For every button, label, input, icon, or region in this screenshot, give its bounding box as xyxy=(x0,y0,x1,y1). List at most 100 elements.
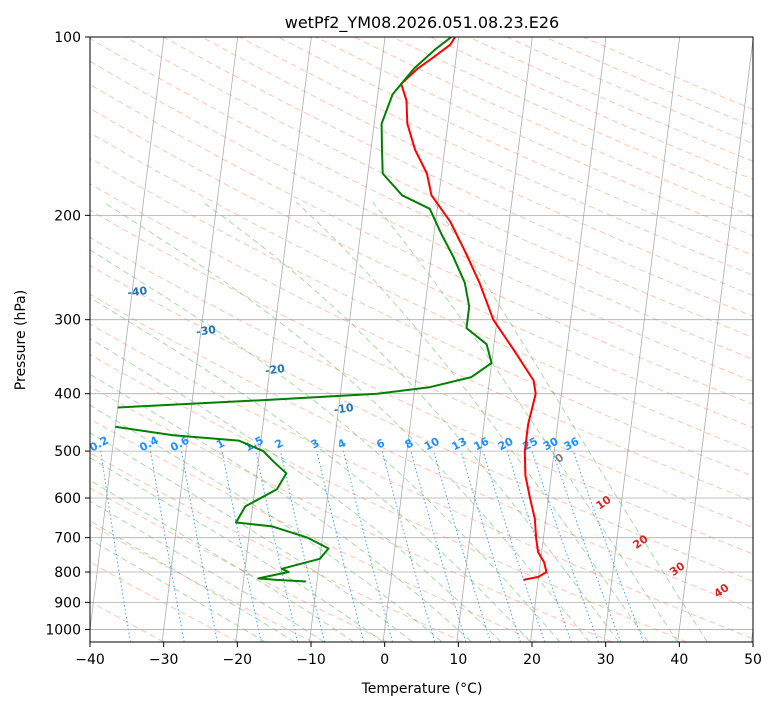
moist-adiabat-line xyxy=(90,404,443,642)
mixing-ratio-line xyxy=(410,450,467,642)
isotherm-label: -40 xyxy=(127,284,149,299)
mixing-ratio-label: 10 xyxy=(422,435,442,454)
isotherm-line xyxy=(235,37,312,642)
moist-adiabat-line xyxy=(90,457,384,642)
mixing-ratio-label: 25 xyxy=(520,435,540,454)
mixing-ratio-label: 4 xyxy=(335,436,348,451)
profile-line-0 xyxy=(400,37,548,581)
mixing-ratio-label: 20 xyxy=(496,435,516,454)
dry-adiabat-line xyxy=(90,84,753,405)
x-tick-label: −30 xyxy=(149,652,179,668)
y-axis: 1000 900 800 700 600 500 400 300 200 100 xyxy=(45,30,90,638)
mixing-ratio-line xyxy=(572,450,645,642)
profile-line-1 xyxy=(115,425,330,583)
x-tick-label: −10 xyxy=(296,652,326,668)
dry-adiabat-line xyxy=(277,37,753,256)
dry-adiabat-line xyxy=(90,354,687,642)
mixing-ratio-line xyxy=(280,450,325,642)
mixing-ratio-line xyxy=(531,450,599,642)
dry-adiabat-line xyxy=(90,38,753,360)
dry-adiabat-line xyxy=(90,60,753,383)
mixing-ratio-label: 8 xyxy=(403,436,416,451)
x-tick-label: 0 xyxy=(380,652,389,668)
moist-adiabat-line xyxy=(90,297,531,642)
y-tick-label: 100 xyxy=(54,30,81,46)
mixing-ratio-label: 36 xyxy=(562,435,582,454)
moist-adiabat-line xyxy=(90,432,413,642)
y-tick-label: 700 xyxy=(54,531,81,547)
dry-adiabat-line xyxy=(125,37,753,339)
mixing-ratio-line xyxy=(221,451,262,642)
mixing-ratio-line xyxy=(255,450,299,642)
y-tick-label: 800 xyxy=(54,565,81,581)
mixing-ratio-line xyxy=(433,450,492,642)
isotherm-line xyxy=(309,37,386,642)
mixing-ratio-label: 16 xyxy=(472,435,492,454)
isotherm-label: -50 xyxy=(58,245,80,260)
isohume-label: 0 xyxy=(553,451,567,466)
dry-adiabat-line xyxy=(90,385,613,642)
mixing-ratio-line xyxy=(100,451,131,642)
y-axis-label: Pressure (hPa) xyxy=(13,290,29,390)
dry-adiabat-line xyxy=(163,37,753,317)
y-tick-label: 500 xyxy=(54,444,81,460)
mixing-ratio-line xyxy=(506,450,572,642)
mixing-ratio-label: 2 xyxy=(273,436,286,451)
moist-adiabat-line xyxy=(90,520,295,642)
mixing-ratio-label: 30 xyxy=(541,435,561,454)
y-tick-label: 1000 xyxy=(45,622,81,638)
mixing-ratio-line xyxy=(460,450,521,642)
moist-adiabat-line xyxy=(372,201,679,642)
x-tick-label: −20 xyxy=(223,652,253,668)
dry-adiabat-line xyxy=(468,37,753,162)
dry-adiabat-line xyxy=(506,37,753,145)
dry-adiabat-line xyxy=(90,323,753,640)
dry-adiabat-line xyxy=(90,293,753,611)
y-tick-label: 300 xyxy=(54,313,81,329)
isotherm-line xyxy=(530,37,607,642)
y-tick-label: 200 xyxy=(54,208,81,224)
y-tick-label: 600 xyxy=(54,491,81,507)
mixing-ratio-label: 3 xyxy=(309,436,322,451)
isotherm-line xyxy=(382,37,460,642)
y-tick-label: 900 xyxy=(54,595,81,611)
profile-line-2 xyxy=(117,37,493,409)
dry-adiabat-line xyxy=(90,209,753,528)
dry-adiabat-line xyxy=(544,37,753,127)
background-lines xyxy=(90,37,753,642)
x-axis: −40 −30 −20 −10 0 10 20 30 40 50 xyxy=(75,642,762,668)
grid-lines xyxy=(90,37,753,642)
isotherm-label: -20 xyxy=(264,362,286,377)
dry-adiabat-line xyxy=(90,236,753,555)
mixing-ratio-line xyxy=(482,450,546,642)
x-axis-label: Temperature (°C) xyxy=(361,681,483,697)
dry-adiabat-line xyxy=(354,37,753,218)
dry-adiabat-line xyxy=(90,452,463,642)
isotherm-line xyxy=(456,37,533,642)
isotherm-line xyxy=(161,37,239,642)
background-labels: -100-90-80-70-60-50-40-30-20-100.10.20.4… xyxy=(0,206,732,600)
isotherm-label: -60 xyxy=(0,206,11,221)
mixing-ratio-line xyxy=(342,450,394,642)
moist-adiabat-line xyxy=(433,201,708,642)
dry-adiabat-line xyxy=(90,561,239,642)
mixing-ratio-line xyxy=(551,450,622,642)
moist-adiabat-line xyxy=(90,500,325,642)
dry-adiabat-line xyxy=(90,418,538,642)
dry-adiabat-line xyxy=(90,183,753,503)
isotherm-line xyxy=(677,37,753,642)
isohume-label: 30 xyxy=(667,559,687,579)
isotherm-line xyxy=(603,37,681,642)
dry-adiabat-line xyxy=(90,523,314,642)
mixing-ratio-line xyxy=(181,451,218,642)
series-lines xyxy=(115,37,548,583)
isotherm-line xyxy=(90,37,165,633)
isotherm-label: -10 xyxy=(333,401,355,416)
mixing-ratio-line xyxy=(316,450,365,642)
y-tick-label: 400 xyxy=(54,387,81,403)
isotherm-label: -30 xyxy=(195,323,217,338)
moist-adiabat-line xyxy=(90,538,266,642)
mixing-ratio-label: 13 xyxy=(449,435,469,454)
chart-title: wetPf2_YM08.2026.051.08.23.E26 xyxy=(285,13,559,33)
